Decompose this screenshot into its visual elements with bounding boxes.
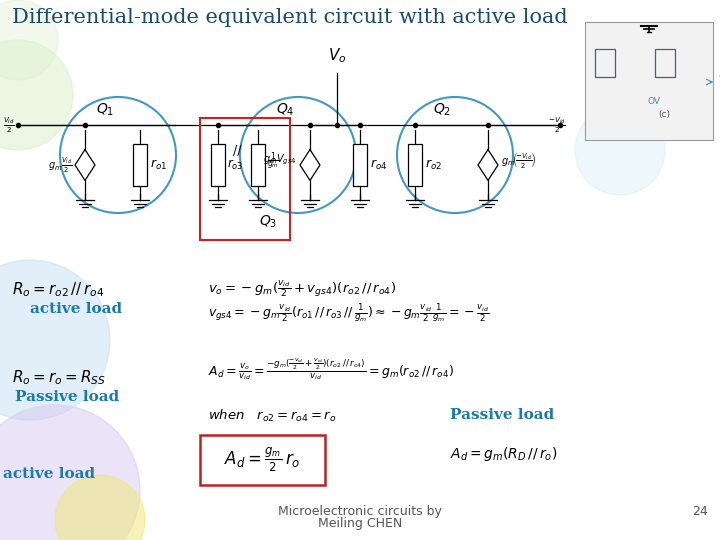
Bar (200, 118, 290, 240)
Text: Meiling CHEN: Meiling CHEN (318, 517, 402, 530)
Circle shape (0, 405, 140, 540)
Text: Differential-mode equivalent circuit with active load: Differential-mode equivalent circuit wit… (12, 8, 567, 27)
Text: $r_{o2}$: $r_{o2}$ (425, 158, 442, 172)
Text: active load: active load (30, 302, 122, 316)
Text: $v_{gs4} = -g_m\frac{v_{id}}{2}(r_{o1}\,//\,r_{o3}\,//\,\frac{1}{g_m})\approx -g: $v_{gs4} = -g_m\frac{v_{id}}{2}(r_{o1}\,… (208, 303, 490, 325)
Circle shape (55, 475, 145, 540)
Text: $A_d = \frac{v_o}{v_{id}} = \frac{-g_m(\frac{-v_{id}}{2}+\frac{v_{id}}{2})(r_{o2: $A_d = \frac{v_o}{v_{id}} = \frac{-g_m(\… (208, 356, 454, 382)
Text: $\frac{1}{g_m}$: $\frac{1}{g_m}$ (267, 151, 279, 173)
Text: $Q_1$: $Q_1$ (96, 102, 114, 118)
Bar (133, 144, 147, 186)
Text: $R_o = r_o = R_{SS}$: $R_o = r_o = R_{SS}$ (12, 368, 106, 387)
Text: $g_m\!\left(\!\frac{-V_{id}}{2}\!\right)$: $g_m\!\left(\!\frac{-V_{id}}{2}\!\right)… (501, 150, 536, 170)
Bar (353, 144, 367, 186)
Bar (585, 22, 713, 140)
Text: $r_{o4}$: $r_{o4}$ (370, 158, 387, 172)
Bar (655, 49, 675, 77)
Text: OV: OV (647, 98, 660, 106)
Circle shape (575, 105, 665, 195)
Text: Passive load: Passive load (15, 390, 120, 404)
Text: (c): (c) (658, 111, 670, 119)
Text: $r_{o3}$: $r_{o3}$ (227, 158, 243, 172)
Circle shape (0, 0, 58, 80)
Text: $\frac{V_{id}}{2}$: $\frac{V_{id}}{2}$ (3, 115, 15, 135)
Text: $A_d = \frac{g_m}{2}\,r_o$: $A_d = \frac{g_m}{2}\,r_o$ (225, 446, 301, 474)
Text: $V_o$: $V_o$ (328, 46, 346, 65)
Bar (595, 49, 615, 77)
Bar (251, 144, 265, 186)
Circle shape (0, 260, 110, 420)
Text: Microelectronic circuits by: Microelectronic circuits by (278, 505, 442, 518)
Text: $Q_3$: $Q_3$ (259, 214, 277, 230)
Text: active load: active load (3, 467, 95, 481)
Text: $g_mV_{gs4}$: $g_mV_{gs4}$ (264, 153, 297, 167)
Text: $A_d = g_m(R_D\,//\,r_o)$: $A_d = g_m(R_D\,//\,r_o)$ (450, 445, 557, 463)
Text: 24: 24 (692, 505, 708, 518)
Text: $v_o = -g_m(\frac{v_{id}}{2}+v_{gs4})(r_{o2}\,//\,r_{o4})$: $v_o = -g_m(\frac{v_{id}}{2}+v_{gs4})(r_… (208, 278, 396, 299)
Bar (408, 144, 422, 186)
Text: //: // (233, 145, 241, 159)
Text: $v_o$: $v_o$ (718, 74, 720, 84)
Text: $Q_2$: $Q_2$ (433, 102, 451, 118)
Bar (211, 144, 225, 186)
Text: $r_{o1}$: $r_{o1}$ (150, 158, 167, 172)
Bar (200, 435, 325, 485)
Text: $when\quad r_{o2} = r_{o4} = r_o$: $when\quad r_{o2} = r_{o4} = r_o$ (208, 408, 337, 424)
Text: $R_o = r_{o2}\,//\,r_{o4}$: $R_o = r_{o2}\,//\,r_{o4}$ (12, 280, 104, 299)
Text: $Q_4$: $Q_4$ (276, 102, 294, 118)
Text: $g_m\frac{V_{id}}{2}$: $g_m\frac{V_{id}}{2}$ (48, 156, 72, 175)
Text: $\frac{-V_{id}}{2}$: $\frac{-V_{id}}{2}$ (548, 115, 566, 135)
Text: Passive load: Passive load (450, 408, 554, 422)
Circle shape (0, 40, 73, 150)
